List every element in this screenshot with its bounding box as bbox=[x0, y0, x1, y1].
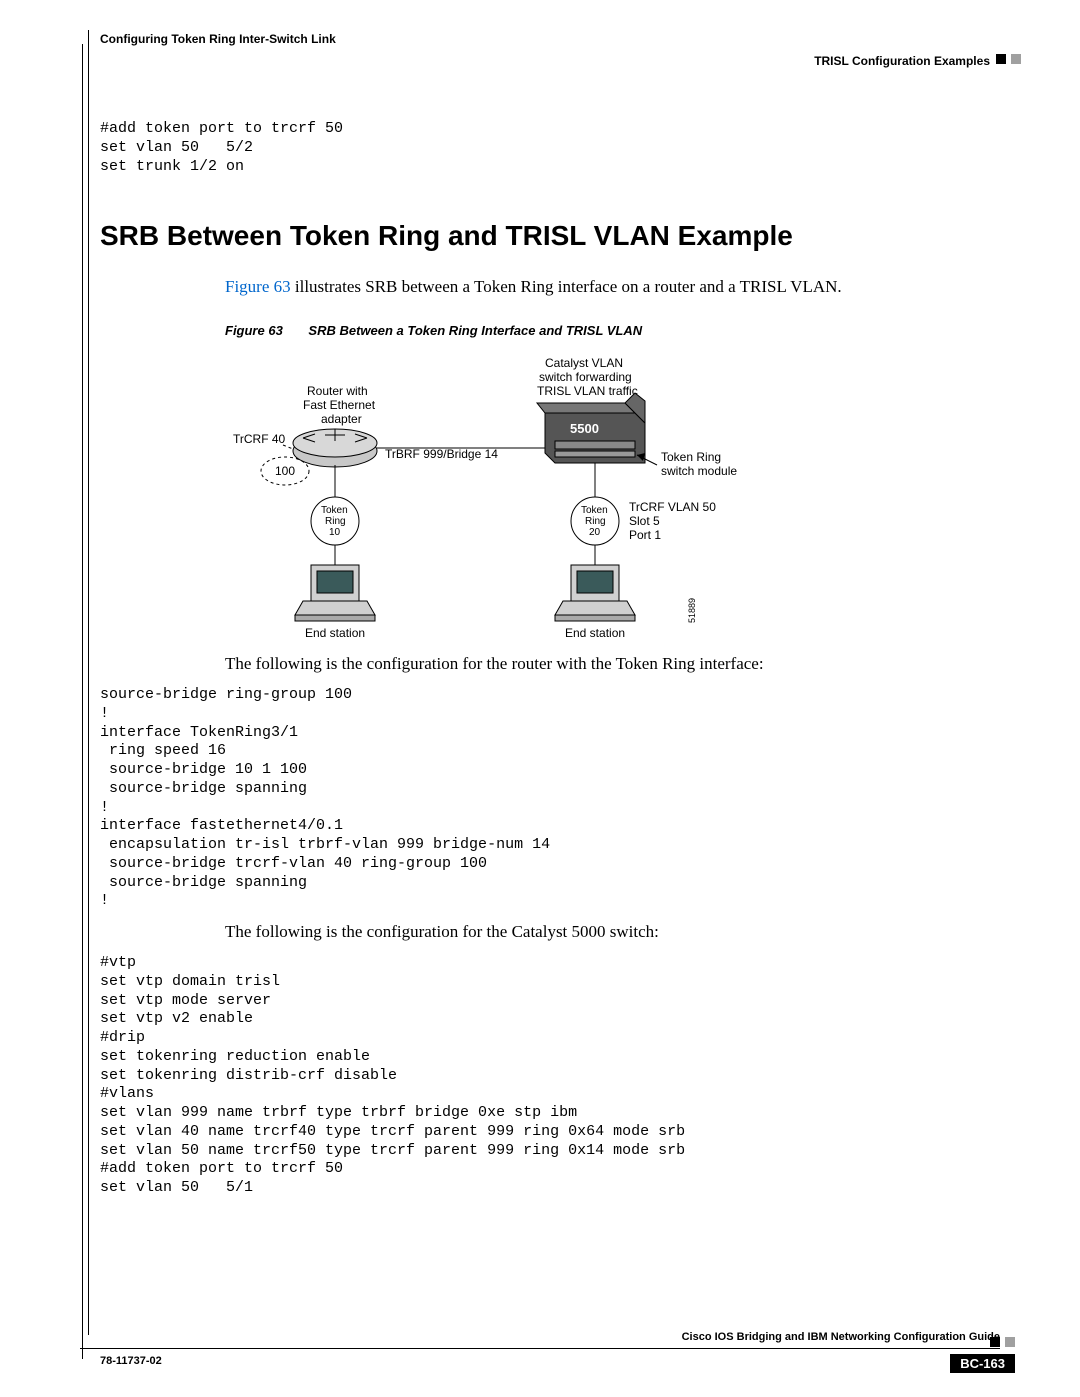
content-area: #add token port to trcrf 50 set vlan 50 … bbox=[100, 120, 1000, 1198]
margin-rule-outer bbox=[82, 44, 83, 1359]
figure-id: 51889 bbox=[687, 598, 697, 623]
code-block-switch: #vtp set vtp domain trisl set vtp mode s… bbox=[100, 954, 1000, 1198]
code-block-router: source-bridge ring-group 100 ! interface… bbox=[100, 686, 1000, 911]
section-heading: SRB Between Token Ring and TRISL VLAN Ex… bbox=[100, 220, 1000, 252]
router-icon bbox=[293, 429, 377, 467]
switch-icon: 5500 bbox=[537, 393, 645, 463]
endstation-right-icon bbox=[555, 565, 635, 621]
label-trbrf: TrBRF 999/Bridge 14 bbox=[385, 447, 498, 461]
page-number: BC-163 bbox=[950, 1354, 1015, 1373]
svg-text:switch module: switch module bbox=[661, 464, 737, 478]
label-endstation-right: End station bbox=[565, 626, 625, 640]
svg-text:Fast Ethernet: Fast Ethernet bbox=[303, 398, 376, 412]
figure-label: Figure 63 bbox=[225, 323, 283, 338]
footer-guide: Cisco IOS Bridging and IBM Networking Co… bbox=[682, 1331, 1000, 1343]
endstation-left-icon bbox=[295, 565, 375, 621]
svg-text:switch forwarding: switch forwarding bbox=[539, 370, 632, 384]
figure-link[interactable]: Figure 63 bbox=[225, 277, 291, 296]
svg-text:Ring: Ring bbox=[325, 516, 346, 527]
footer-rule bbox=[80, 1348, 1000, 1349]
label-vlan50: TrCRF VLAN 50 bbox=[629, 500, 716, 514]
svg-text:TRISL VLAN traffic: TRISL VLAN traffic bbox=[537, 384, 638, 398]
header-chapter: Configuring Token Ring Inter-Switch Link bbox=[100, 32, 336, 46]
svg-text:20: 20 bbox=[589, 527, 601, 538]
label-trcrf40: TrCRF 40 bbox=[233, 432, 286, 446]
figure: Catalyst VLAN switch forwarding TRISL VL… bbox=[225, 353, 845, 643]
svg-text:adapter: adapter bbox=[321, 412, 362, 426]
footer-docnum: 78-11737-02 bbox=[100, 1355, 162, 1367]
page: Configuring Token Ring Inter-Switch Link… bbox=[0, 0, 1080, 1397]
switch-config-intro: The following is the configuration for t… bbox=[225, 921, 1000, 944]
label-100: 100 bbox=[275, 464, 295, 478]
label-endstation-left: End station bbox=[305, 626, 365, 640]
svg-text:Token: Token bbox=[581, 505, 608, 516]
label-catalyst: Catalyst VLAN bbox=[545, 356, 623, 370]
svg-text:10: 10 bbox=[329, 527, 341, 538]
label-tr-module: Token Ring bbox=[661, 450, 721, 464]
header-square-dark bbox=[996, 54, 1006, 64]
label-router: Router with bbox=[307, 384, 368, 398]
svg-text:Port 1: Port 1 bbox=[629, 528, 661, 542]
router-config-intro: The following is the configuration for t… bbox=[225, 653, 1000, 676]
footer-square-light bbox=[1005, 1337, 1015, 1347]
header-section: TRISL Configuration Examples bbox=[814, 54, 990, 68]
svg-text:Ring: Ring bbox=[585, 516, 606, 527]
intro-text: illustrates SRB between a Token Ring int… bbox=[291, 277, 842, 296]
figure-title: SRB Between a Token Ring Interface and T… bbox=[308, 323, 642, 338]
svg-text:Token: Token bbox=[321, 505, 348, 516]
figure-caption: Figure 63 SRB Between a Token Ring Inter… bbox=[225, 323, 1000, 338]
header-square-light bbox=[1011, 54, 1021, 64]
code-block-intro: #add token port to trcrf 50 set vlan 50 … bbox=[100, 120, 1000, 176]
svg-text:Slot 5: Slot 5 bbox=[629, 514, 660, 528]
margin-rule-inner bbox=[88, 30, 89, 1335]
label-5500: 5500 bbox=[570, 421, 599, 436]
intro-paragraph: Figure 63 illustrates SRB between a Toke… bbox=[225, 276, 1000, 299]
